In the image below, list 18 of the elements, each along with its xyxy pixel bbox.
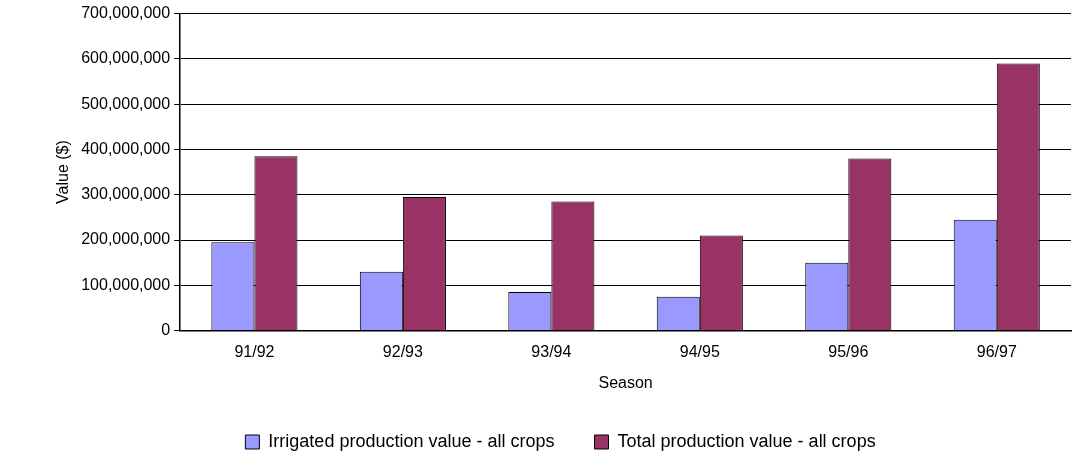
x-tick-label: 95/96 [828,342,869,360]
x-tick-label: 94/95 [679,342,720,360]
y-tick-label: 600,000,000 [81,49,171,67]
y-tick-label: 100,000,000 [81,275,171,293]
legend-label: Total production value - all crops [617,430,876,451]
x-tick-label: 91/92 [234,342,275,360]
x-tick-label: 93/94 [531,342,572,360]
x-tick-label: 96/97 [976,342,1017,360]
y-tick-label: 400,000,000 [81,139,171,157]
legend-label: Irrigated production value - all crops [268,430,555,451]
y-tick-label: 500,000,000 [81,94,171,112]
y-axis-title: Value ($) [54,140,72,204]
y-tick-label: 700,000,000 [81,4,171,22]
y-tick-label: 0 [161,321,171,339]
y-tick-label: 200,000,000 [81,230,171,248]
y-tick-label: 300,000,000 [81,185,171,203]
x-axis-title: Season [598,373,653,391]
x-tick-label: 92/93 [382,342,423,360]
